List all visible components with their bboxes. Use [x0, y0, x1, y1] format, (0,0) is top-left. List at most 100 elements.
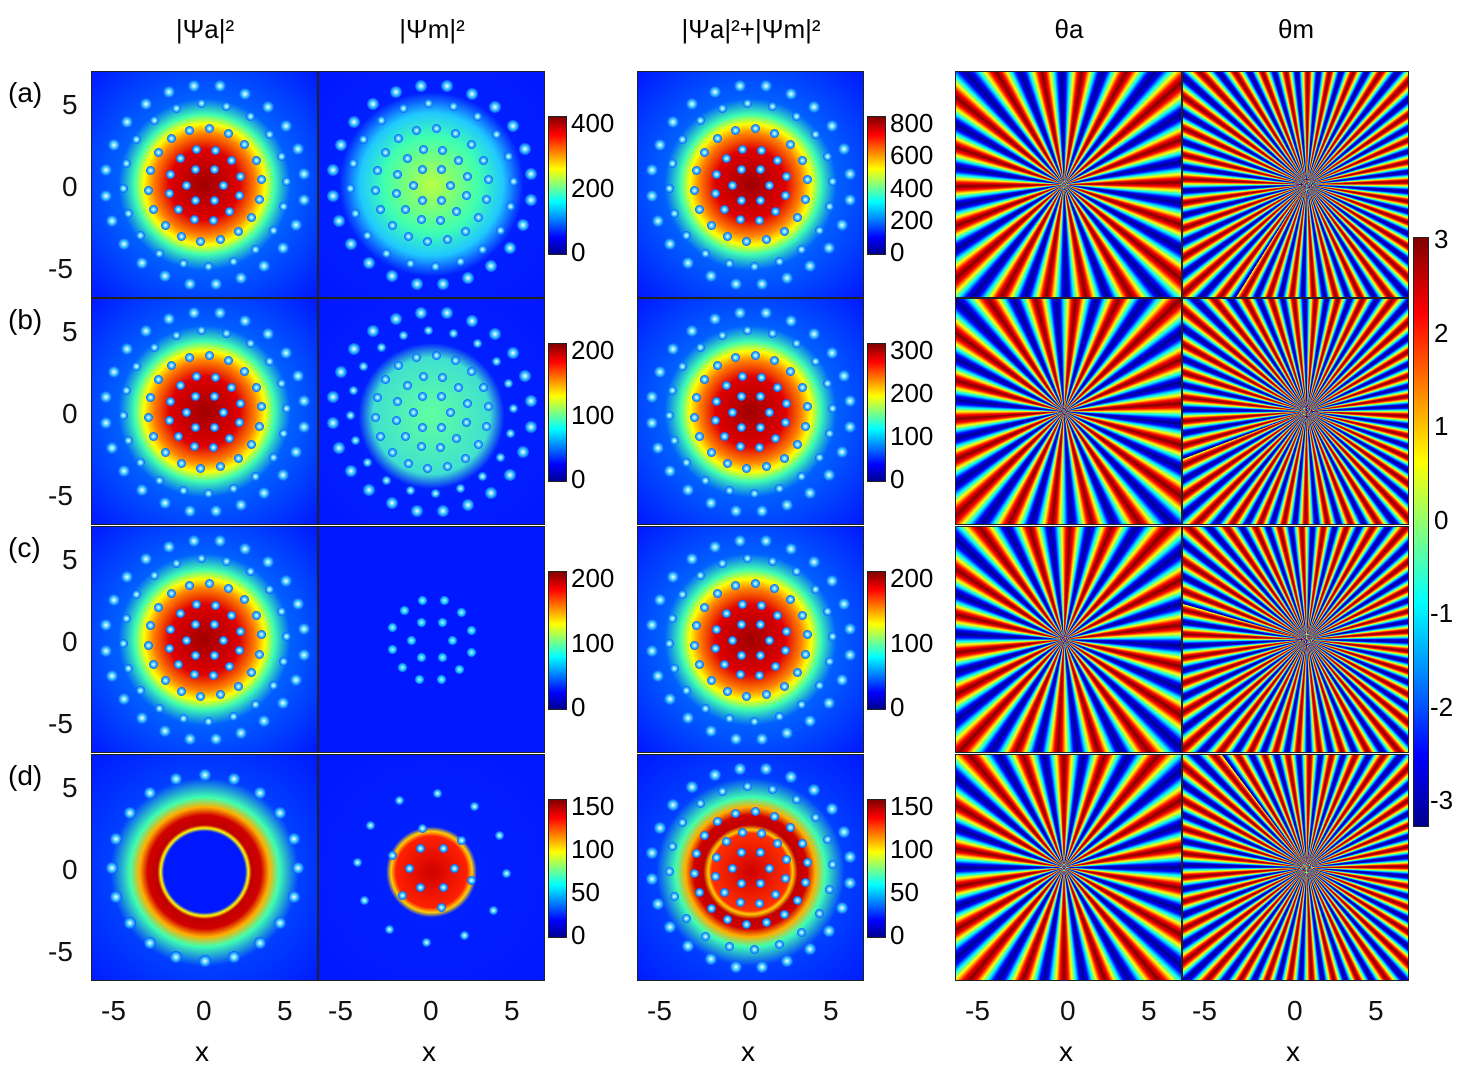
vortex-core [149, 571, 159, 581]
vortex-core [791, 567, 801, 577]
vortex-core [204, 350, 214, 360]
vortex-core [118, 693, 131, 706]
vortex-core [743, 325, 753, 335]
vortex-core [292, 142, 305, 155]
vortex-core [466, 647, 476, 657]
vortex-core [279, 202, 289, 212]
vortex-core [825, 119, 838, 132]
x-tick-label: -5 [101, 995, 126, 1026]
vortex-core [478, 155, 488, 165]
vortex-core [235, 646, 245, 656]
vortex-core [764, 635, 774, 645]
vortex-core [779, 453, 789, 463]
vortex-core [843, 877, 856, 890]
vortex-core [418, 423, 428, 433]
heatmap-panel [637, 298, 864, 525]
vortex-core [728, 863, 738, 873]
vortex-core [695, 571, 705, 581]
vortex-core [258, 259, 271, 272]
vortex-core [474, 439, 484, 449]
vortex-core [196, 237, 206, 247]
vortex-core [691, 849, 701, 859]
vortex-core [417, 617, 427, 627]
vortex-core [376, 205, 386, 215]
colorbar-tick-label: 200 [571, 335, 615, 365]
vortex-core [667, 613, 677, 623]
vortex-core [755, 847, 765, 857]
vortex-core [382, 475, 392, 485]
vortex-core [786, 822, 796, 832]
vortex-core [717, 330, 727, 340]
vortex-core [229, 484, 239, 494]
vortex-core [118, 238, 131, 251]
vortex-core [760, 307, 773, 320]
vortex-core [482, 421, 492, 431]
vortex-core [825, 202, 835, 212]
vortex-core [121, 343, 134, 356]
vortex-core [667, 571, 680, 584]
vortex-core [105, 215, 118, 228]
vortex-core [651, 442, 664, 455]
vortex-core [385, 270, 398, 283]
vortex-core [509, 177, 519, 187]
vortex-core [123, 916, 136, 929]
colorbar-tick-label: 0 [571, 237, 586, 267]
vortex-core [502, 869, 512, 879]
vortex-core [843, 649, 856, 662]
vortex-core [454, 382, 464, 392]
vortex-core [667, 158, 677, 168]
vortex-core [178, 486, 188, 496]
vortex-core [785, 542, 798, 555]
vortex-core [459, 931, 469, 941]
vortex-core [366, 325, 379, 338]
vortex-core [645, 416, 658, 429]
vortex-core [838, 142, 851, 155]
vortex-core [822, 696, 835, 709]
vortex-core [261, 101, 274, 114]
vortex-core [123, 807, 136, 820]
vortex-core [171, 558, 181, 568]
vortex-core [757, 600, 767, 610]
vortex-core [491, 356, 501, 366]
vortex-core [297, 194, 310, 207]
vortex-core [218, 635, 228, 645]
vortex-core [399, 605, 409, 615]
vortex-core [380, 148, 390, 158]
vortex-core [222, 556, 232, 566]
vortex-core [462, 499, 475, 512]
vortex-core [171, 330, 181, 340]
vortex-core [292, 369, 305, 382]
vortex-core [287, 833, 300, 846]
vortex-core [664, 921, 677, 934]
vortex-core [215, 235, 225, 245]
vortex-core [781, 499, 794, 512]
vortex-core [478, 471, 488, 481]
vortex-core [669, 209, 679, 219]
vortex-core [165, 624, 175, 634]
vortex-core [298, 395, 311, 408]
vortex-core [430, 262, 440, 272]
vortex-core [298, 623, 311, 636]
vortex-core [233, 453, 243, 463]
vortex-core [437, 617, 447, 627]
vortex-core [225, 207, 235, 217]
vortex-core [417, 653, 427, 663]
vortex-core [235, 499, 248, 512]
vortex-core [290, 446, 303, 459]
vortex-core [182, 635, 192, 645]
vortex-core [743, 553, 753, 563]
vortex-core [825, 657, 835, 667]
heatmap-panel [318, 526, 545, 753]
vortex-core [415, 674, 425, 684]
vortex-core [823, 151, 833, 161]
vortex-core [711, 852, 721, 862]
y-tick-label: -5 [48, 253, 73, 284]
vortex-core [167, 361, 177, 371]
colorbar-tick-label: -1 [1430, 598, 1454, 628]
vortex-core [682, 711, 695, 724]
vortex-core [279, 119, 292, 132]
vortex-core [279, 429, 289, 439]
vortex-core [755, 651, 765, 661]
vortex-core [685, 325, 698, 338]
